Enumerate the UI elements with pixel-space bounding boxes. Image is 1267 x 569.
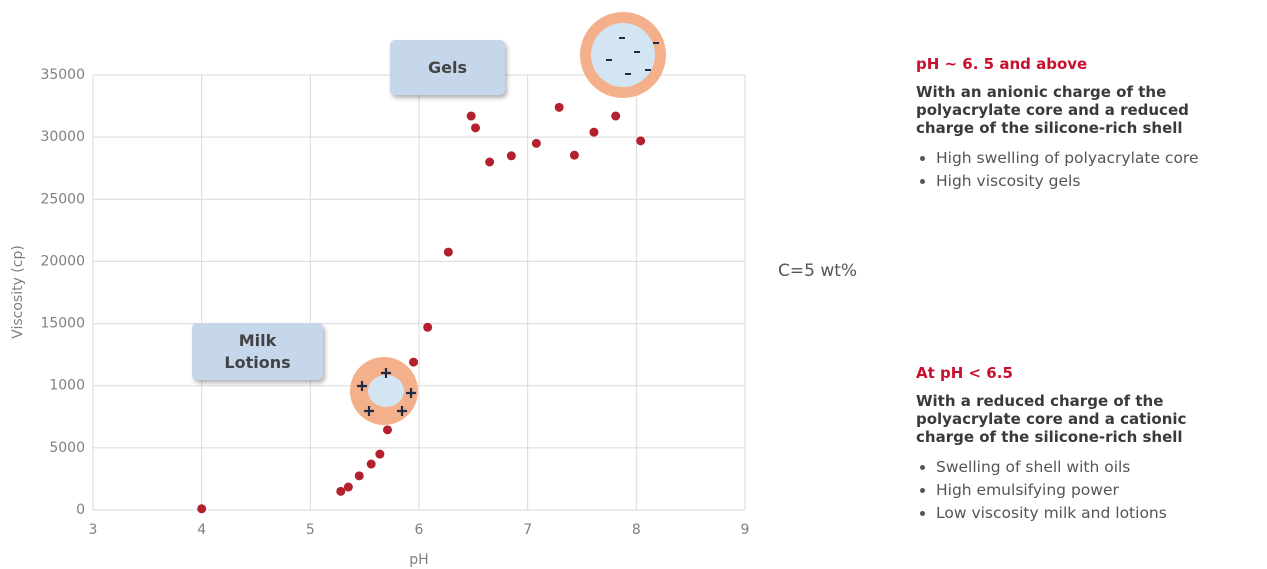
- panel-high-ph: pH ~ 6. 5 and above With an anionic char…: [916, 55, 1256, 193]
- bullet-list: Swelling of shell with oils High emulsif…: [916, 456, 1256, 525]
- data-point: [444, 248, 453, 257]
- data-point: [197, 504, 206, 513]
- x-tick-label: 9: [741, 522, 750, 538]
- data-point: [532, 139, 541, 148]
- x-tick-label: 5: [306, 522, 315, 538]
- panel-low-ph: At pH < 6.5 With a reduced charge of the…: [916, 364, 1256, 525]
- y-tick-label: 35000: [40, 67, 85, 83]
- data-point: [344, 483, 353, 492]
- panel-subheading: With a reduced charge of the polyacrylat…: [916, 392, 1236, 446]
- bullet-list: High swelling of polyacrylate core High …: [916, 147, 1256, 193]
- milk-particle-core: [368, 375, 404, 407]
- x-tick-label: 3: [89, 522, 98, 538]
- x-axis-label: pH: [409, 552, 428, 568]
- bullet: Swelling of shell with oils: [936, 456, 1256, 479]
- y-tick-label: 1000: [49, 378, 85, 394]
- data-point: [367, 460, 376, 469]
- data-point: [507, 151, 516, 160]
- gels-label: Gels: [390, 40, 505, 95]
- y-tick-label: 5000: [49, 440, 85, 456]
- x-tick-label: 7: [523, 522, 532, 538]
- data-point: [471, 123, 480, 132]
- y-axis-label: Viscosity (cp): [10, 245, 26, 339]
- data-point: [375, 450, 384, 459]
- data-point: [383, 425, 392, 434]
- bullet: High emulsifying power: [936, 479, 1256, 502]
- data-point: [355, 471, 364, 480]
- bullet: High swelling of polyacrylate core: [936, 147, 1256, 170]
- bullet: Low viscosity milk and lotions: [936, 502, 1256, 525]
- data-point: [589, 128, 598, 137]
- x-tick-label: 8: [632, 522, 641, 538]
- x-tick-label: 4: [197, 522, 206, 538]
- panel-heading: pH ~ 6. 5 and above: [916, 55, 1256, 73]
- y-tick-label: 25000: [40, 191, 85, 207]
- panel-heading: At pH < 6.5: [916, 364, 1256, 382]
- y-tick-label: 15000: [40, 316, 85, 332]
- data-point: [409, 358, 418, 367]
- data-point: [423, 323, 432, 332]
- gel-particle-core: [591, 23, 655, 87]
- data-point: [570, 151, 579, 160]
- y-tick-label: 0: [76, 502, 85, 518]
- concentration-note: C=5 wt%: [778, 261, 857, 281]
- data-point: [555, 103, 564, 112]
- y-tick-label: 20000: [40, 253, 85, 269]
- data-point: [611, 112, 620, 121]
- milk-lotions-label: Milk Lotions: [192, 323, 323, 380]
- x-tick-label: 6: [415, 522, 424, 538]
- panel-subheading: With an anionic charge of the polyacryla…: [916, 83, 1236, 137]
- data-point: [467, 112, 476, 121]
- data-point: [336, 487, 345, 496]
- data-point: [485, 158, 494, 167]
- bullet: High viscosity gels: [936, 170, 1256, 193]
- page: {"chart_data": {"type": "scatter", "xlab…: [0, 0, 1267, 569]
- data-point: [636, 136, 645, 145]
- y-tick-label: 30000: [40, 129, 85, 145]
